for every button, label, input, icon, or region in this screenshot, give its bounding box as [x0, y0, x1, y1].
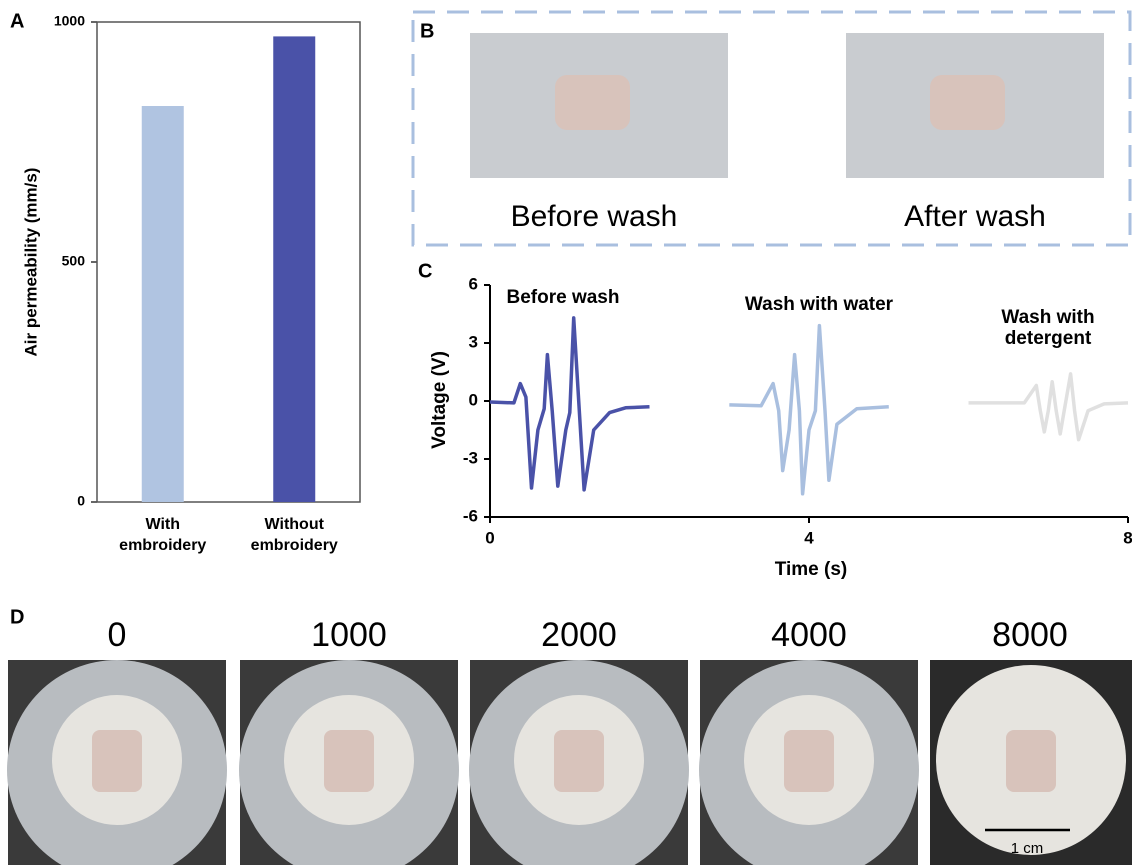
panel-label: C: [418, 260, 432, 282]
photo-title: 0: [108, 616, 127, 654]
photo: [470, 33, 728, 178]
series-label: Wash with detergent: [1001, 307, 1095, 349]
y-tick-label: -6: [463, 506, 478, 525]
photo-title: 1000: [311, 616, 387, 654]
photo-embroidery: [92, 730, 142, 792]
scale-bar-label: 1 cm: [1011, 840, 1044, 857]
panel-label: D: [10, 606, 24, 628]
photo-embroidery: [554, 730, 604, 792]
y-axis-label: Air permeability (mm/s): [21, 168, 40, 357]
photo: [469, 660, 689, 865]
series-label: Before wash: [506, 287, 620, 308]
x-tick-label: Without embroidery: [250, 516, 338, 554]
y-tick-label: 3: [469, 332, 478, 351]
line-series: [489, 316, 650, 492]
plot-frame: [96, 21, 361, 503]
y-tick-label: 500: [62, 253, 86, 269]
photo-caption: Before wash: [511, 200, 678, 233]
photo: [846, 33, 1104, 178]
photo: [930, 660, 1132, 865]
photo-embroidery: [784, 730, 834, 792]
y-tick-label: 0: [469, 390, 478, 409]
x-tick-label: 4: [804, 528, 814, 547]
y-tick-label: 0: [77, 493, 85, 509]
series-label: Wash with water: [744, 294, 894, 315]
y-tick-label: 6: [469, 274, 478, 293]
x-tick-label: With embroidery: [119, 516, 207, 554]
bar: [273, 36, 316, 503]
y-tick-label: 1000: [54, 13, 85, 29]
y-tick-label: -3: [463, 448, 478, 467]
photo-title: 4000: [771, 616, 847, 654]
panel-label: A: [10, 10, 24, 32]
x-axis-label: Time (s): [775, 559, 848, 580]
bar: [141, 106, 184, 502]
photo: [699, 660, 919, 865]
photo-caption: After wash: [904, 200, 1046, 233]
x-tick-label: 8: [1123, 528, 1132, 547]
photo: [7, 660, 227, 865]
photo-title: 8000: [992, 616, 1068, 654]
photo: [239, 660, 459, 865]
line-series: [729, 323, 889, 496]
panel-label: B: [420, 20, 434, 42]
y-axis-label: Voltage (V): [429, 351, 450, 449]
photo-embroidery: [324, 730, 374, 792]
line-series: [968, 372, 1129, 442]
panel-border: [411, 10, 1132, 247]
x-tick-label: 0: [485, 528, 494, 547]
photo-title: 2000: [541, 616, 617, 654]
photo-embroidery: [1006, 730, 1056, 792]
